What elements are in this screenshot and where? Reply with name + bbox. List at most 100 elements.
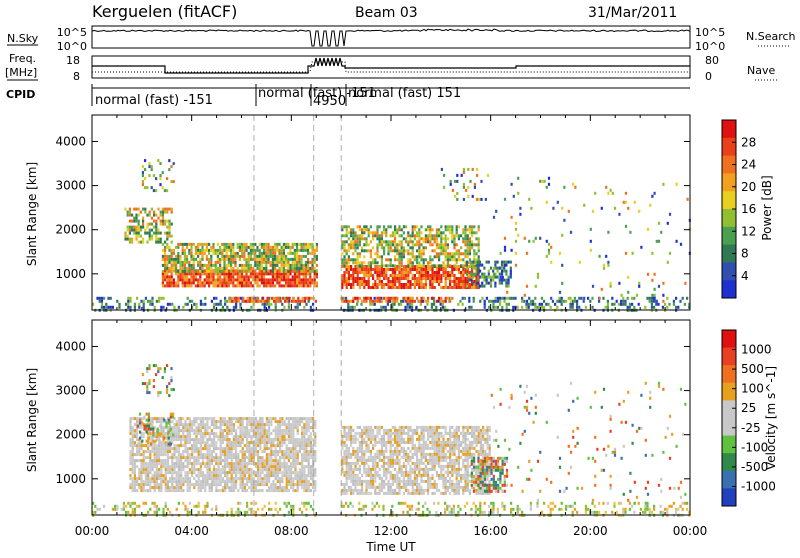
- heatmap-cell: [145, 450, 147, 453]
- heatmap-cell: [286, 465, 288, 468]
- heatmap-cell: [591, 297, 593, 300]
- heatmap-cell: [261, 243, 263, 246]
- heatmap-cell: [204, 423, 206, 426]
- heatmap-cell: [250, 462, 252, 465]
- heatmap-cell: [414, 258, 416, 261]
- heatmap-cell: [204, 483, 206, 486]
- heatmap-cell: [444, 306, 446, 309]
- heatmap-cell: [206, 474, 208, 477]
- nsearch-tick-top: 10^5: [695, 26, 725, 39]
- heatmap-cell: [385, 274, 387, 277]
- heatmap-cell: [182, 243, 184, 246]
- heatmap-cell: [350, 300, 352, 303]
- heatmap-cell: [220, 441, 222, 444]
- heatmap-cell: [368, 228, 370, 231]
- heatmap-cell: [244, 511, 246, 514]
- heatmap-cell: [250, 471, 252, 474]
- heatmap-cell: [481, 511, 483, 514]
- heatmap-cell: [277, 477, 279, 480]
- heatmap-cell: [140, 486, 142, 489]
- heatmap-cell: [243, 278, 245, 281]
- heatmap-cell: [401, 271, 403, 274]
- heatmap-cell: [264, 447, 266, 450]
- heatmap-cell: [147, 447, 149, 450]
- heatmap-cell: [354, 243, 356, 246]
- heatmap-cell: [277, 468, 279, 471]
- heatmap-cell: [429, 265, 431, 268]
- heatmap-cell: [434, 249, 436, 252]
- heatmap-cell: [154, 505, 156, 508]
- heatmap-cell: [228, 486, 230, 489]
- heatmap-cell: [204, 278, 206, 281]
- heatmap-cell: [253, 447, 255, 450]
- heatmap-cell: [147, 456, 149, 459]
- heatmap-cell: [379, 234, 381, 237]
- heatmap-cell: [213, 438, 215, 441]
- heatmap-cell: [228, 258, 230, 261]
- heatmap-cell: [257, 474, 259, 477]
- heatmap-cell: [283, 264, 285, 267]
- heatmap-cell: [255, 438, 257, 441]
- heatmap-cell: [488, 300, 490, 303]
- heatmap-cell: [237, 243, 239, 246]
- heatmap-cell: [166, 235, 168, 238]
- heatmap-cell: [257, 444, 259, 447]
- heatmap-cell: [561, 207, 563, 210]
- heatmap-cell: [646, 508, 648, 511]
- heatmap-cell: [370, 268, 372, 271]
- heatmap-cell: [264, 303, 266, 306]
- heatmap-cell: [292, 261, 294, 264]
- heatmap-cell: [662, 511, 664, 514]
- heatmap-cell: [171, 459, 173, 462]
- heatmap-cell: [201, 249, 203, 252]
- heatmap-cell: [206, 438, 208, 441]
- heatmap-cell: [168, 246, 170, 249]
- heatmap-cell: [177, 275, 179, 278]
- heatmap-cell: [479, 264, 481, 267]
- heatmap-cell: [230, 275, 232, 278]
- heatmap-cell: [101, 300, 103, 303]
- heatmap-cell: [583, 204, 585, 207]
- heatmap-cell: [305, 275, 307, 278]
- heatmap-cell: [255, 462, 257, 465]
- heatmap-cell: [477, 282, 479, 285]
- heatmap-cell: [118, 303, 120, 306]
- heatmap-cell: [191, 468, 193, 471]
- heatmap-cell: [453, 252, 455, 255]
- heatmap-cell: [422, 505, 424, 508]
- heatmap-cell: [241, 284, 243, 287]
- heatmap-cell: [470, 279, 472, 282]
- heatmap-cell: [160, 232, 162, 235]
- heatmap-cell: [488, 273, 490, 276]
- heatmap-cell: [275, 429, 277, 432]
- heatmap-cell: [490, 300, 492, 303]
- heatmap-cell: [394, 231, 396, 234]
- heatmap-cell: [454, 195, 456, 198]
- heatmap-cell: [246, 441, 248, 444]
- heatmap-cell: [343, 300, 345, 303]
- heatmap-cell: [653, 306, 655, 309]
- heatmap-cell: [219, 275, 221, 278]
- heatmap-cell: [197, 281, 199, 284]
- heatmap-cell: [257, 508, 259, 511]
- heatmap-cell: [178, 502, 180, 505]
- heatmap-cell: [167, 480, 169, 483]
- heatmap-cell: [206, 246, 208, 249]
- heatmap-cell: [267, 255, 269, 258]
- heatmap-cell: [265, 246, 267, 249]
- heatmap-cell: [132, 486, 134, 489]
- date-title: 31/Mar/2011: [588, 5, 677, 21]
- heatmap-cell: [416, 268, 418, 271]
- heatmap-cell: [210, 267, 212, 270]
- heatmap-cell: [206, 456, 208, 459]
- heatmap-cell: [138, 232, 140, 235]
- heatmap-cell: [176, 450, 178, 453]
- heatmap-cell: [409, 240, 411, 243]
- heatmap-cell: [281, 275, 283, 278]
- heatmap-cell: [248, 255, 250, 258]
- heatmap-cell: [601, 207, 603, 210]
- heatmap-cell: [195, 447, 197, 450]
- heatmap-cell: [140, 211, 142, 214]
- heatmap-cell: [206, 468, 208, 471]
- heatmap-cell: [299, 420, 301, 423]
